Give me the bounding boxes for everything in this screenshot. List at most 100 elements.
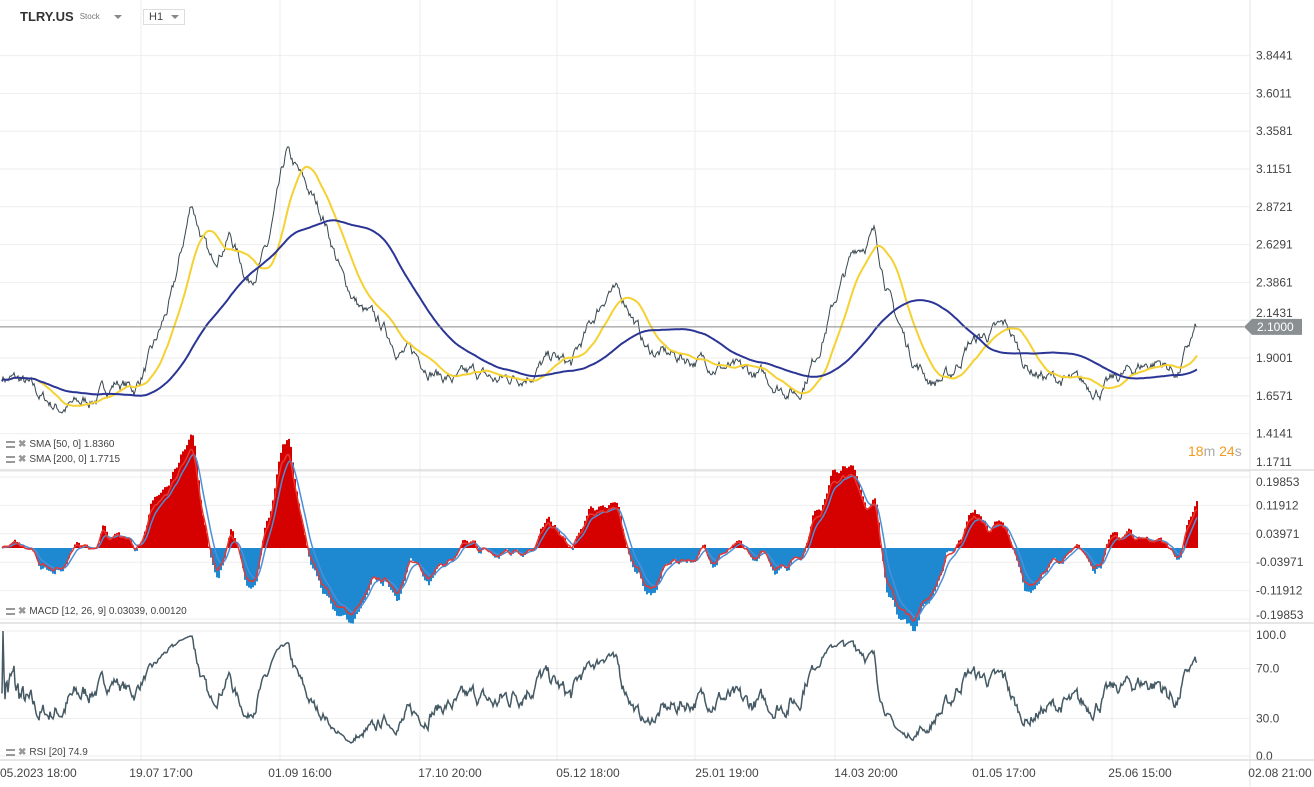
macd-histogram-bar [408, 548, 410, 564]
macd-histogram-bar [214, 548, 216, 573]
macd-histogram-bar [1032, 548, 1034, 591]
macd-histogram-bar [846, 468, 848, 548]
macd-histogram-bar [680, 548, 682, 563]
macd-histogram-bar [274, 488, 276, 548]
macd-histogram-bar [658, 548, 660, 584]
macd-histogram-bar [320, 548, 322, 588]
macd-histogram-bar [304, 534, 306, 548]
macd-histogram-bar [1050, 548, 1052, 563]
instrument-type: Stock [79, 12, 100, 21]
macd-histogram-bar [456, 548, 458, 556]
macd-histogram-bar [254, 548, 256, 586]
menu-icon[interactable] [6, 456, 15, 463]
close-icon[interactable]: ✖ [18, 747, 27, 758]
macd-histogram-bar [518, 548, 520, 553]
macd-histogram-bar [242, 548, 244, 569]
macd-histogram-bar [910, 548, 912, 626]
price-tick-label: 1.9001 [1256, 351, 1293, 365]
macd-histogram-bar [912, 548, 914, 632]
macd-histogram-bar [498, 548, 500, 559]
macd-histogram-bar [110, 539, 112, 548]
macd-histogram-bar [928, 548, 930, 604]
macd-histogram-bar [412, 548, 414, 561]
macd-histogram-bar [896, 548, 898, 615]
macd-histogram-bar [386, 548, 388, 583]
macd-histogram-bar [384, 548, 386, 582]
close-icon[interactable]: ✖ [18, 439, 27, 450]
macd-histogram-bar [1064, 548, 1066, 559]
menu-icon[interactable] [6, 441, 15, 448]
menu-icon[interactable] [6, 749, 15, 756]
macd-histogram-bar [390, 548, 392, 590]
rsi-label: RSI [20] 74.9 [29, 747, 88, 758]
macd-histogram-bar [566, 543, 568, 548]
macd-histogram-bar [268, 517, 270, 548]
macd-histogram-bar [784, 548, 786, 569]
close-icon[interactable]: ✖ [18, 454, 27, 465]
macd-histogram-bar [852, 465, 854, 548]
macd-histogram-bar [1094, 548, 1096, 574]
legend-macd: ✖ MACD [12, 26, 9] 0.03039, 0.00120 [6, 606, 187, 617]
menu-icon[interactable] [6, 608, 15, 615]
macd-histogram-bar [720, 548, 722, 554]
macd-histogram-bar [934, 548, 936, 592]
time-tick-label: 05.12 18:00 [556, 766, 620, 780]
close-icon[interactable]: ✖ [18, 606, 27, 617]
macd-histogram-bar [654, 548, 656, 593]
macd-histogram-bar [1098, 548, 1100, 568]
macd-histogram-bar [448, 548, 450, 561]
macd-histogram-bar [426, 548, 428, 582]
macd-histogram-bar [930, 548, 932, 600]
macd-histogram-bar [888, 548, 890, 597]
macd-histogram-bar [452, 548, 454, 562]
macd-histogram-bar [208, 546, 210, 548]
macd-histogram-bar [300, 515, 302, 548]
macd-histogram-bar [970, 512, 972, 548]
macd-histogram-bar [822, 504, 824, 548]
macd-histogram-bar [808, 536, 810, 548]
timeframe-select[interactable]: H1 [143, 9, 185, 25]
macd-histogram-bar [54, 548, 56, 575]
macd-histogram-bar [694, 548, 696, 563]
macd-histogram-bar [920, 548, 922, 613]
macd-histogram-bar [774, 548, 776, 575]
macd-histogram-bar [508, 548, 510, 552]
macd-histogram-bar [634, 548, 636, 572]
macd-histogram-bar [860, 489, 862, 548]
macd-histogram-bar [1018, 548, 1020, 567]
price-tick-label: 3.8441 [1256, 49, 1293, 63]
macd-histogram-bar [624, 538, 626, 548]
macd-histogram-bar [58, 548, 60, 571]
macd-histogram-bar [996, 521, 998, 548]
macd-histogram-bar [1172, 548, 1174, 552]
price-tick-label: 1.4141 [1256, 427, 1293, 441]
macd-histogram-bar [1026, 548, 1028, 592]
macd-histogram-bar [1062, 548, 1064, 564]
macd-tick-label: 0.19853 [1256, 475, 1300, 489]
macd-histogram-bar [1004, 525, 1006, 548]
macd-histogram-bar [282, 444, 284, 548]
symbol-selector[interactable]: TLRY.US Stock [20, 9, 122, 24]
macd-histogram-bar [380, 548, 382, 584]
macd-histogram-bar [428, 548, 430, 586]
macd-histogram-bar [560, 535, 562, 548]
chevron-down-icon[interactable] [113, 14, 122, 19]
macd-histogram-bar [940, 548, 942, 576]
macd-histogram-bar [980, 516, 982, 548]
macd-histogram-bar [944, 548, 946, 563]
macd-histogram-bar [988, 532, 990, 548]
macd-label: MACD [12, 26, 9] 0.03039, 0.00120 [29, 606, 187, 617]
macd-histogram-bar [1120, 539, 1122, 548]
macd-histogram-bar [812, 515, 814, 548]
macd-histogram-bar [1160, 537, 1162, 548]
candle-timer: 18m 24s [1188, 443, 1242, 459]
macd-histogram-bar [612, 502, 614, 548]
macd-histogram-bar [1058, 548, 1060, 564]
macd-line [1, 448, 1198, 622]
macd-histogram-bar [140, 544, 142, 548]
macd-histogram-bar [1132, 534, 1134, 548]
macd-histogram-bar [130, 539, 132, 548]
macd-histogram-bar [296, 491, 298, 548]
price-tick-label: 2.1431 [1256, 306, 1293, 320]
